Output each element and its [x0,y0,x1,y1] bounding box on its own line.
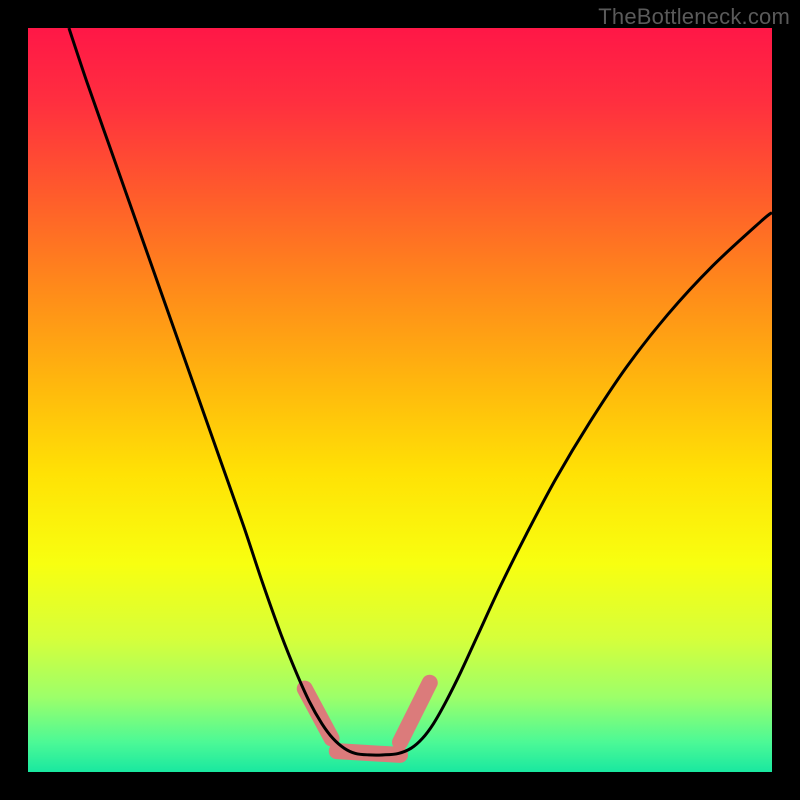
gradient-background [28,28,772,772]
watermark-text: TheBottleneck.com [598,4,790,30]
gradient-chart [28,28,772,772]
chart-container [28,28,772,772]
